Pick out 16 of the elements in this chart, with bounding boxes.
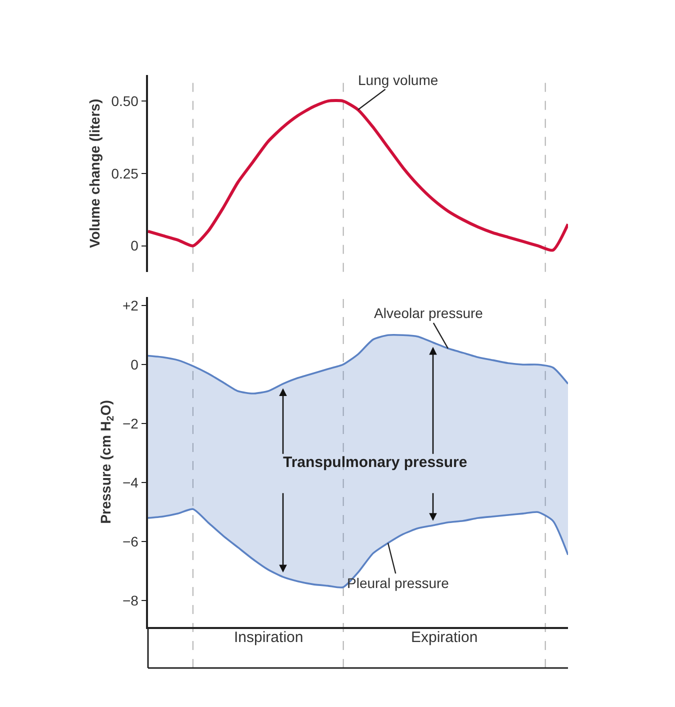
annotation: Transpulmonary pressure: [283, 454, 468, 471]
y-tick-label: −6: [122, 533, 139, 550]
y-tick-label: −8: [122, 592, 139, 608]
y-tick-label: 0.25: [111, 165, 139, 182]
text: Inspiration: [234, 629, 304, 646]
y-tick-label: 0.50: [111, 92, 139, 109]
series-label: Alveolar pressure: [374, 305, 484, 321]
y-tick-label: −4: [122, 474, 139, 490]
y-tick-label: +2: [122, 298, 139, 314]
y-tick-label: 0: [130, 238, 139, 254]
y-tick-label: −2: [122, 415, 139, 432]
y-tick-label: 0: [130, 356, 139, 373]
series-label: Pleural pressure: [347, 575, 450, 591]
series-label: Lung volume: [358, 72, 438, 88]
text: Expiration: [411, 629, 478, 646]
y-axis-title: Volume change (liters): [86, 98, 102, 248]
